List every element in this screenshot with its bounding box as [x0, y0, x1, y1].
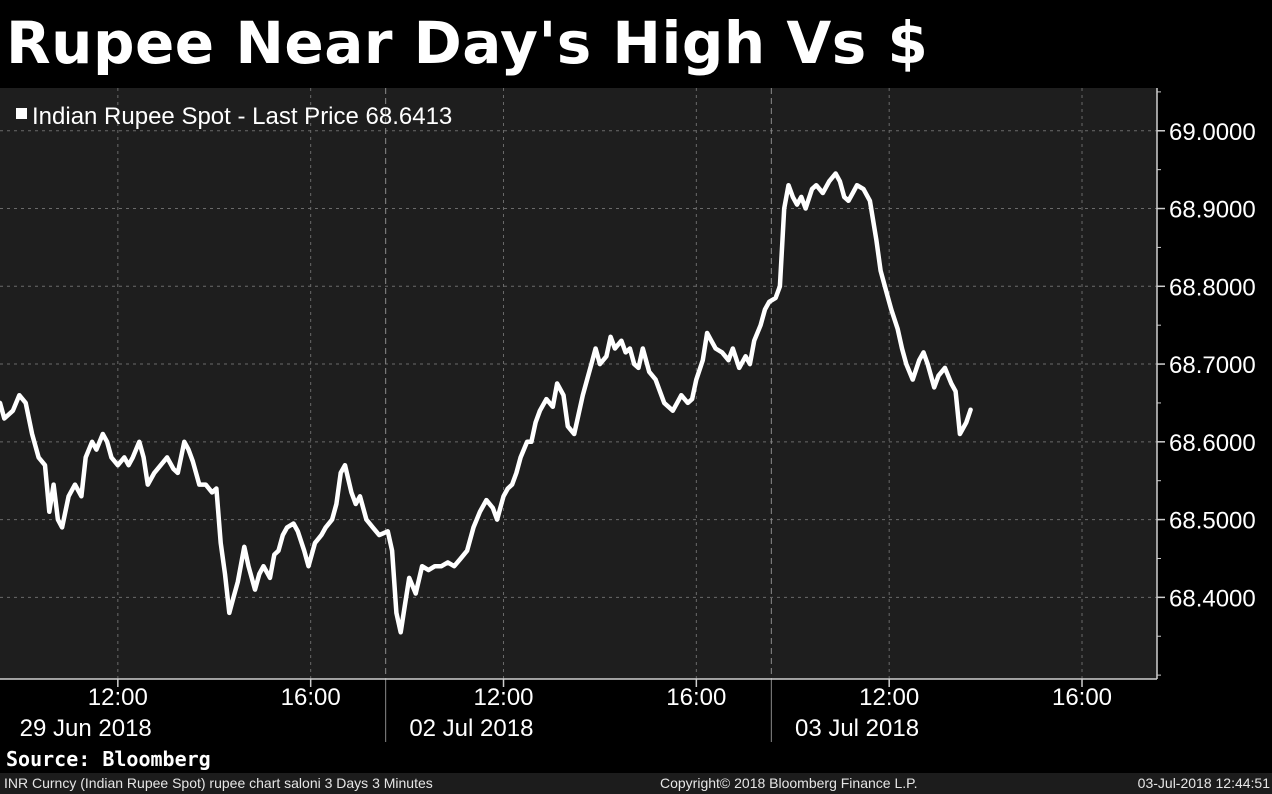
x-tick-label: 12:00 — [859, 684, 919, 711]
x-day-label: 29 Jun 2018 — [20, 715, 152, 742]
y-axis: 69.0000 68.9000 68.8000 68.7000 68.6000 68.50… — [1157, 91, 1256, 676]
x-day-label: 02 Jul 2018 — [409, 715, 533, 742]
footer-copyright: Copyright© 2018 Bloomberg Finance L.P. — [660, 775, 918, 791]
footer-timestamp: 03-Jul-2018 12:44:51 — [1137, 775, 1270, 791]
x-tick-label: 16:00 — [281, 684, 341, 711]
x-tick-label: 16:00 — [666, 684, 726, 711]
y-tick-label: 68.5000 — [1169, 508, 1256, 535]
footer-bar: INR Curncy (Indian Rupee Spot) rupee cha… — [0, 773, 1272, 794]
y-tick-label: 68.8000 — [1169, 274, 1256, 301]
legend: Indian Rupee Spot - Last Price 68.6413 — [16, 103, 452, 130]
y-tick-label: 68.9000 — [1169, 197, 1256, 224]
source-note: Source: Bloomberg — [6, 747, 211, 771]
y-tick-label: 68.4000 — [1169, 585, 1256, 612]
plot-area — [0, 88, 1157, 679]
x-tick-label: 12:00 — [473, 684, 533, 711]
chart: 69.0000 68.9000 68.8000 68.7000 68.6000 68.50… — [0, 88, 1256, 742]
x-tick-label: 16:00 — [1052, 684, 1112, 711]
day-separators — [385, 88, 772, 742]
gridlines — [0, 88, 1157, 679]
series-line-indian-rupee-spot — [0, 171, 973, 635]
chart-title: Rupee Near Day's High Vs $ — [6, 9, 929, 77]
footer-ticker-description: INR Curncy (Indian Rupee Spot) rupee cha… — [4, 775, 433, 791]
x-axis: 12:00 16:00 12:00 16:00 12:00 16:00 29 Jun 201… — [20, 679, 1112, 742]
y-tick-label: 69.0000 — [1169, 119, 1256, 146]
y-tick-label: 68.6000 — [1169, 430, 1256, 457]
legend-label: Indian Rupee Spot - Last Price 68.6413 — [32, 103, 452, 130]
legend-swatch — [16, 108, 27, 119]
x-day-label: 03 Jul 2018 — [795, 715, 919, 742]
x-tick-label: 12:00 — [88, 684, 148, 711]
y-tick-label: 68.7000 — [1169, 352, 1256, 379]
